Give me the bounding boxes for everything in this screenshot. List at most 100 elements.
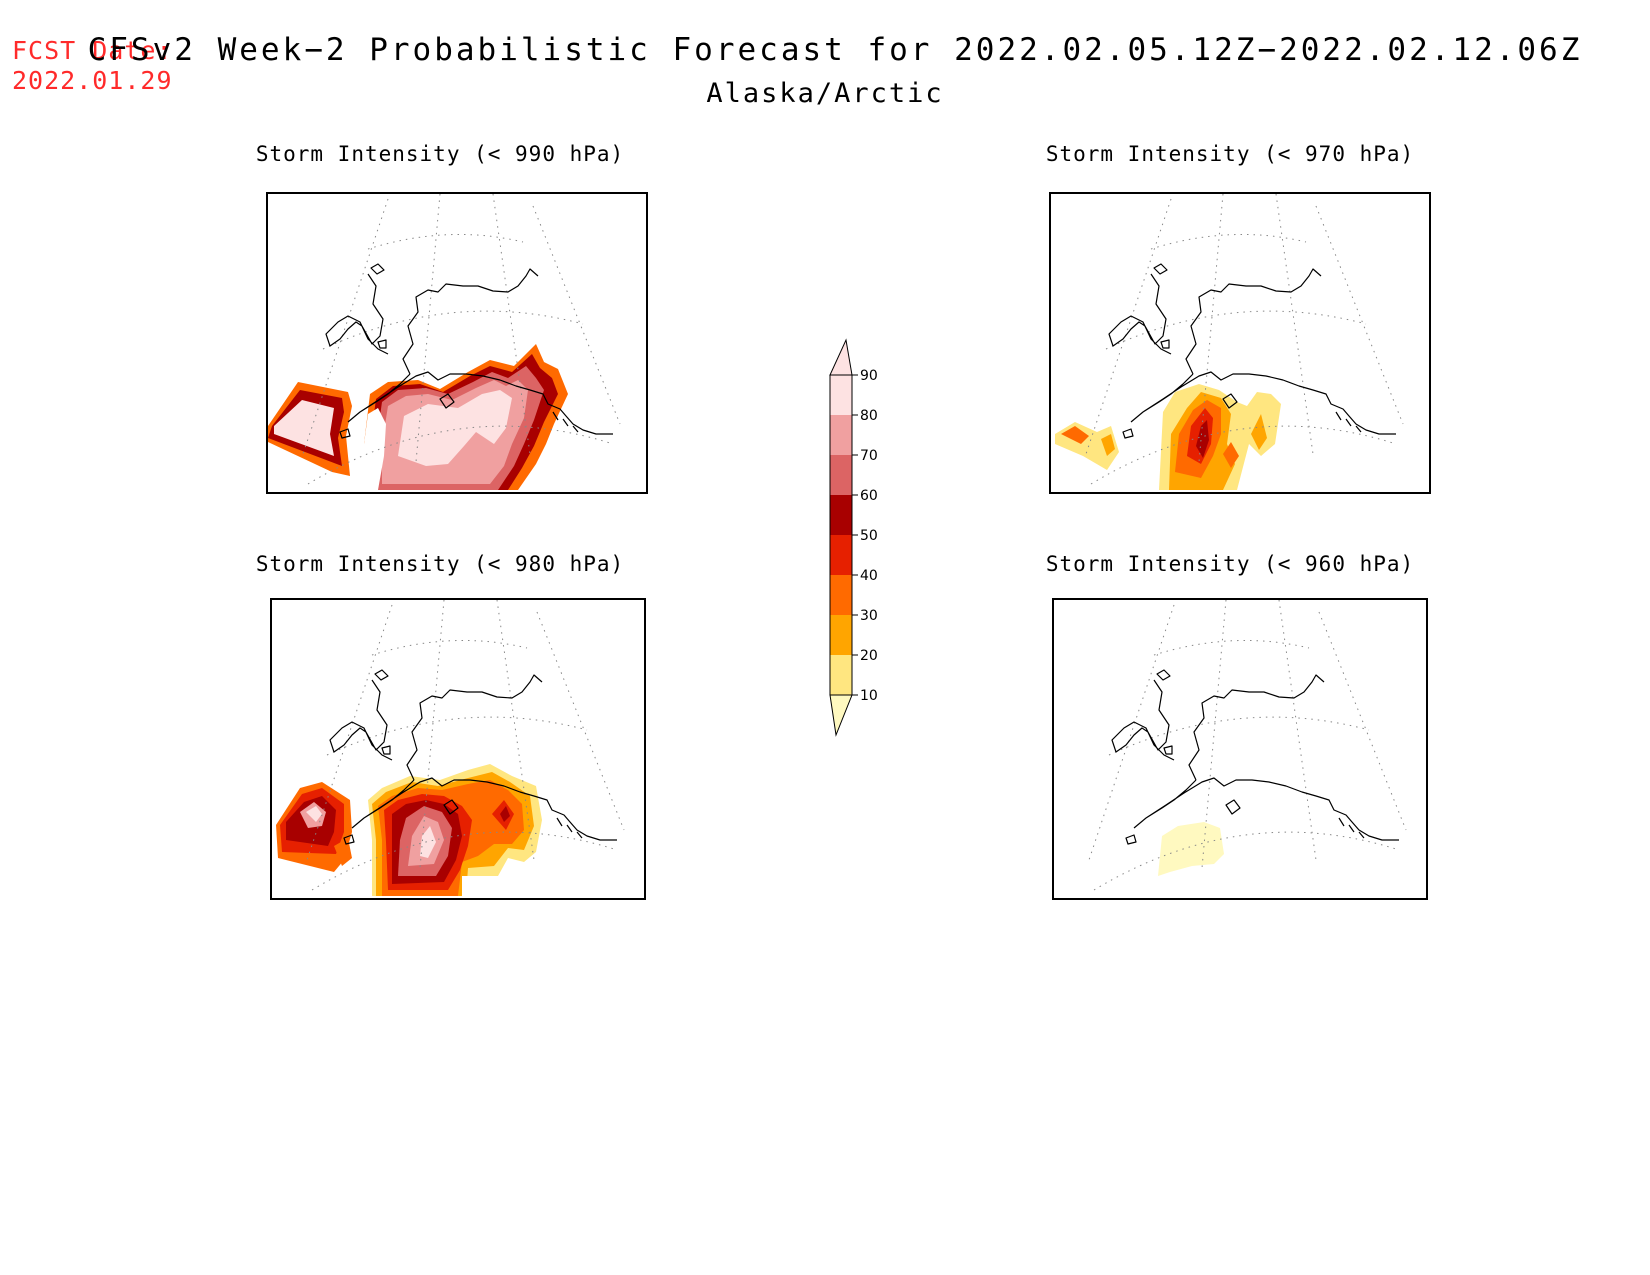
probability-10-region xyxy=(1158,822,1224,876)
probability-contour xyxy=(1101,434,1115,456)
colorbar-tick-label: 80 xyxy=(860,408,878,424)
map-panel-970 xyxy=(1049,192,1431,494)
siberia-coastline xyxy=(1108,273,1172,355)
meridian-line xyxy=(1088,604,1175,861)
st-lawrence-island xyxy=(377,339,387,349)
masked-region xyxy=(462,876,496,896)
latitude-line xyxy=(367,234,524,250)
alaska-south-coast xyxy=(1130,371,1396,435)
siberia-coastline xyxy=(325,273,389,355)
colorbar-tick-label: 60 xyxy=(860,488,878,504)
alaska-north-coast xyxy=(1188,674,1325,781)
alaska-south-coast xyxy=(1133,777,1399,841)
map-panel-980 xyxy=(270,598,646,900)
st-lawrence-island xyxy=(381,745,391,755)
meridian-line xyxy=(496,600,535,861)
alaska-south-coast xyxy=(351,777,617,841)
wrangel-island xyxy=(374,669,389,681)
colorbar-legend: 10 20 30 40 50 60 70 80 90 xyxy=(829,338,878,737)
colorbar-tick-label: 40 xyxy=(860,568,878,584)
map-panel-960 xyxy=(1052,598,1428,900)
probability-60-region xyxy=(1196,420,1209,458)
panel-title-980: Storm Intensity (< 980 hPa) xyxy=(255,552,625,576)
aleutian-islands xyxy=(1122,428,1134,439)
alaska-north-coast xyxy=(402,268,539,375)
meridian-line xyxy=(1085,198,1172,455)
meridian-line xyxy=(1278,600,1317,861)
latitude-line xyxy=(371,640,528,656)
probability-contour xyxy=(1061,426,1089,444)
aleutian-islands xyxy=(1125,834,1137,845)
colorbar-tick-label: 90 xyxy=(860,368,878,384)
fcst-date-block: FCST Date: 2022.01.29 xyxy=(12,36,173,96)
masked-region xyxy=(360,408,386,490)
page-title: CFSv2 Week−2 Probabilistic Forecast for … xyxy=(87,32,1583,68)
latitude-line xyxy=(1108,716,1370,756)
panhandle-islands xyxy=(556,817,583,839)
region-title: Alaska/Arctic xyxy=(706,78,944,109)
colorbar-bin xyxy=(830,535,852,575)
panhandle-islands xyxy=(1338,817,1365,839)
wrangel-island xyxy=(1153,263,1168,275)
forecast-shading xyxy=(268,344,568,490)
kodiak-island xyxy=(1225,799,1241,815)
latitude-line xyxy=(326,716,588,756)
probability-contour xyxy=(334,838,352,866)
st-lawrence-island xyxy=(1160,339,1170,349)
alaska-north-coast xyxy=(406,674,543,781)
kodiak-island xyxy=(1222,393,1238,409)
colorbar-bin xyxy=(830,615,852,655)
colorbar-tick-label: 70 xyxy=(860,448,878,464)
probability-contour xyxy=(306,806,322,822)
latitude-line xyxy=(1153,640,1310,656)
latitude-line xyxy=(1150,234,1307,250)
forecast-shading xyxy=(1158,822,1224,876)
probability-contour xyxy=(420,826,436,858)
latitude-line xyxy=(1105,310,1367,350)
meridian-line xyxy=(1318,611,1407,831)
probability-contour xyxy=(398,390,512,466)
panhandle-islands xyxy=(552,411,579,433)
colorbar-bin xyxy=(830,495,852,535)
meridian-line xyxy=(1275,194,1314,455)
panhandle-islands xyxy=(1335,411,1362,433)
wrangel-island xyxy=(1156,669,1171,681)
meridian-line xyxy=(1315,205,1404,425)
latitude-line xyxy=(1093,831,1400,891)
panel-title-990: Storm Intensity (< 990 hPa) xyxy=(255,142,625,166)
meridian-line xyxy=(536,611,625,831)
colorbar-bin xyxy=(830,455,852,495)
probability-contour xyxy=(1223,442,1239,468)
kodiak-island xyxy=(439,393,455,409)
forecast-shading xyxy=(276,764,542,896)
probability-contour xyxy=(500,806,510,822)
latitude-line xyxy=(322,310,584,350)
colorbar-cap-top xyxy=(829,338,853,376)
colorbar-cap-bottom xyxy=(829,694,853,737)
fcst-date-value: 2022.01.29 xyxy=(12,66,173,95)
forecast-shading xyxy=(1055,384,1281,490)
fcst-date-label: FCST Date: xyxy=(12,36,173,65)
alaska-south-coast xyxy=(347,371,613,435)
map-base xyxy=(1085,194,1404,485)
map-panel-990 xyxy=(266,192,648,494)
meridian-line xyxy=(532,205,621,425)
meridian-line xyxy=(492,194,531,455)
kodiak-island xyxy=(443,799,459,815)
aleutian-islands xyxy=(339,428,351,439)
st-lawrence-island xyxy=(1163,745,1173,755)
wrangel-island xyxy=(370,263,385,275)
aleutian-islands xyxy=(343,834,355,845)
colorbar-tick-label: 50 xyxy=(860,528,878,544)
colorbar-tick-label: 30 xyxy=(860,608,878,624)
panel-title-960: Storm Intensity (< 960 hPa) xyxy=(1045,552,1415,576)
colorbar-tick-label: 10 xyxy=(860,688,878,704)
probability-contour xyxy=(1251,414,1267,450)
colorbar-bin xyxy=(830,375,852,415)
map-base xyxy=(302,194,621,485)
alaska-north-coast xyxy=(1185,268,1322,375)
colorbar-tick-label: 20 xyxy=(860,648,878,664)
siberia-coastline xyxy=(329,679,393,761)
colorbar-bin xyxy=(830,655,852,695)
probability-90-region xyxy=(274,400,334,456)
